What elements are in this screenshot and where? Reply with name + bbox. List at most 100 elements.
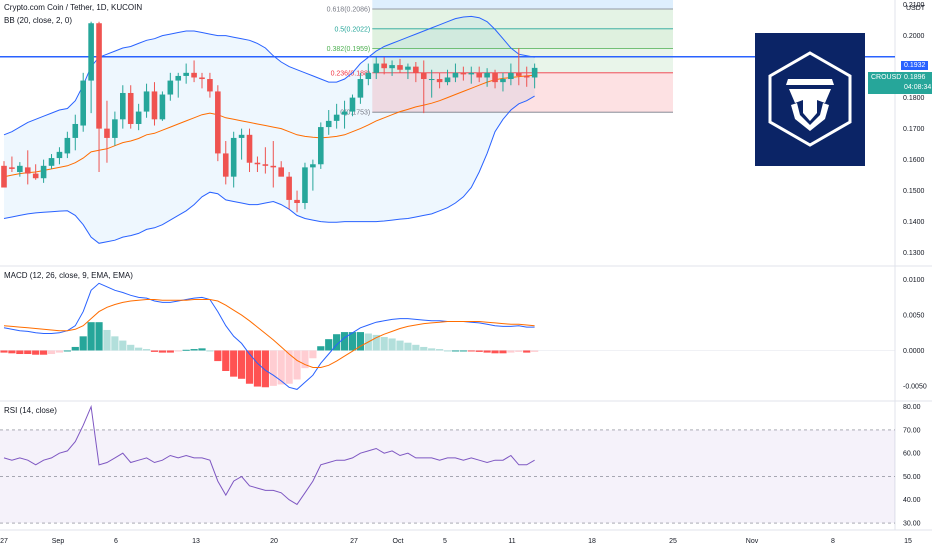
bb-indicator-label[interactable]: BB (20, close, 2, 0) bbox=[4, 16, 73, 25]
candle-body bbox=[523, 75, 530, 78]
time-axis-tick: 18 bbox=[588, 538, 596, 545]
rsi-axis-tick: 80.00 bbox=[903, 404, 921, 411]
candle-body bbox=[222, 153, 229, 177]
candle-body bbox=[230, 137, 237, 177]
candle-body bbox=[96, 23, 102, 129]
macd-histogram-bar bbox=[467, 350, 475, 352]
candle-body bbox=[413, 66, 419, 73]
candle-body bbox=[56, 151, 63, 159]
candle-body bbox=[373, 63, 380, 73]
candle-body bbox=[460, 72, 467, 75]
candle-body bbox=[357, 79, 364, 98]
time-axis-tick: 15 bbox=[904, 538, 912, 545]
candle-body bbox=[175, 75, 182, 81]
macd-histogram-bar bbox=[420, 346, 428, 351]
last-symbol-text: CROUSDT bbox=[871, 74, 906, 81]
candle-body bbox=[492, 72, 498, 83]
price-axis-tick: 0.1600 bbox=[903, 157, 925, 164]
bb-basis-line bbox=[3, 74, 535, 178]
candle-body bbox=[72, 123, 79, 138]
macd-histogram-bar bbox=[325, 339, 333, 351]
price-axis-tick: 0.1800 bbox=[903, 95, 925, 102]
macd-axis-tick: 0.0100 bbox=[903, 277, 925, 284]
macd-histogram-bar bbox=[523, 350, 531, 353]
macd-histogram-bar bbox=[412, 344, 420, 351]
candle-body bbox=[452, 72, 459, 78]
macd-histogram-bar bbox=[301, 350, 309, 369]
candle-body bbox=[428, 79, 435, 81]
time-axis-tick: 20 bbox=[270, 538, 278, 545]
candle-body bbox=[389, 65, 395, 69]
fib-level-label: 0.618(0.2086) bbox=[327, 6, 371, 13]
macd-histogram-bar bbox=[269, 350, 277, 386]
rsi-indicator-label[interactable]: RSI (14, close) bbox=[4, 406, 57, 415]
candle-body bbox=[199, 77, 205, 80]
fib-level-label: 0.5(0.2022) bbox=[334, 26, 370, 33]
price-axis-tick: 0.2100 bbox=[903, 2, 925, 9]
fib-level-label: 0.382(0.1959) bbox=[327, 46, 371, 53]
time-axis-tick: 5 bbox=[443, 538, 447, 545]
macd-histogram-bar bbox=[475, 350, 483, 352]
candle-body bbox=[349, 97, 356, 112]
candle-body bbox=[325, 120, 332, 128]
candle-body bbox=[468, 72, 475, 75]
candle-body bbox=[500, 79, 506, 83]
time-axis-tick: 25 bbox=[669, 538, 677, 545]
time-axis-tick: 8 bbox=[831, 538, 835, 545]
macd-histogram-bar bbox=[245, 350, 254, 384]
macd-histogram-bar bbox=[317, 346, 325, 351]
macd-histogram-bar bbox=[63, 350, 71, 352]
rsi-pane[interactable] bbox=[0, 402, 932, 530]
currency-label: USDT bbox=[906, 5, 926, 12]
candle-body bbox=[302, 167, 308, 204]
candle-body bbox=[508, 72, 514, 80]
macd-histogram-bar bbox=[150, 350, 159, 352]
candle-body bbox=[476, 72, 482, 78]
macd-histogram-bar bbox=[459, 350, 467, 352]
rsi-axis-tick: 50.00 bbox=[903, 474, 921, 481]
macd-indicator-label[interactable]: MACD (12, 26, close, 9, EMA, EMA) bbox=[4, 271, 133, 280]
time-axis-tick: Nov bbox=[746, 538, 759, 545]
candle-body bbox=[333, 114, 340, 121]
macd-histogram-bar bbox=[87, 322, 95, 351]
candle-body bbox=[531, 67, 538, 78]
time-axis-tick: Sep bbox=[52, 538, 65, 545]
candle-body bbox=[9, 167, 15, 169]
fib-zone bbox=[372, 0, 673, 9]
candle-body bbox=[88, 23, 94, 81]
candle-body bbox=[167, 80, 174, 95]
macd-histogram-bar bbox=[380, 337, 388, 351]
macd-histogram-bar bbox=[451, 350, 460, 352]
macd-histogram-bar bbox=[277, 350, 285, 385]
macd-pane[interactable] bbox=[0, 267, 932, 400]
macd-histogram-bar bbox=[135, 347, 143, 351]
macd-histogram-bar bbox=[190, 349, 198, 351]
candle-body bbox=[310, 164, 316, 168]
macd-histogram-bar bbox=[158, 350, 166, 353]
macd-histogram-bar bbox=[309, 350, 317, 359]
price-axis-tick: 0.1400 bbox=[903, 219, 925, 226]
fib-zone bbox=[372, 28, 673, 49]
last-symbol-tag: CROUSDT bbox=[868, 72, 906, 94]
candle-body bbox=[48, 158, 55, 166]
price-axis-tick: 0.1700 bbox=[903, 126, 925, 133]
candle-body bbox=[238, 134, 245, 138]
price-axis-tick: 0.1300 bbox=[903, 250, 925, 257]
macd-histogram-bar bbox=[206, 350, 214, 352]
candle-body bbox=[1, 165, 7, 188]
time-axis-tick: 27 bbox=[350, 538, 358, 545]
candle-body bbox=[191, 72, 197, 78]
price-axis-tick: 0.2000 bbox=[903, 33, 925, 40]
macd-histogram-bar bbox=[238, 350, 246, 379]
crypto-com-logo-icon bbox=[768, 51, 852, 147]
macd-histogram-bar bbox=[515, 350, 523, 352]
time-axis-tick: Oct bbox=[393, 538, 404, 545]
crypto-com-logo bbox=[755, 33, 865, 166]
candle-body bbox=[246, 134, 253, 163]
macd-histogram-bar bbox=[293, 350, 301, 380]
candle-body bbox=[135, 111, 142, 124]
candle-body bbox=[516, 72, 522, 76]
macd-histogram-bar bbox=[348, 332, 357, 351]
macd-histogram-bar bbox=[111, 336, 119, 351]
